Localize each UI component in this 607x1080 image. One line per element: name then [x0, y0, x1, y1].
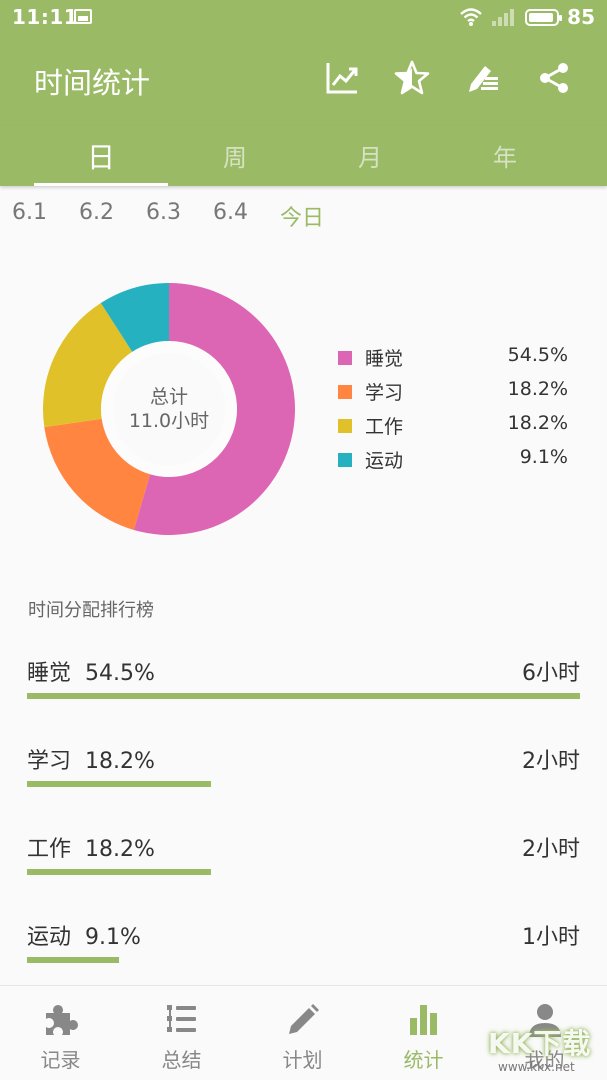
- ranking-name: 睡觉: [27, 661, 72, 686]
- legend-item: 学习 18.2%: [338, 378, 568, 412]
- legend-swatch: [338, 419, 352, 433]
- ranking-duration: 1小时: [522, 925, 580, 950]
- status-bar: 11:11 85: [0, 0, 607, 34]
- watermark-logo: KK下载: [488, 1027, 592, 1060]
- donut-inner-ring: [101, 341, 237, 477]
- nav-label: 计划: [282, 1048, 323, 1072]
- ranking-row[interactable]: 工作 18.2% 2小时: [27, 831, 580, 891]
- share-icon[interactable]: [534, 58, 574, 98]
- page-title: 时间统计: [34, 66, 151, 100]
- date-item[interactable]: 6.2: [79, 200, 114, 225]
- person-icon: [525, 1000, 565, 1040]
- legend-item: 工作 18.2%: [338, 412, 568, 446]
- period-tabs: 日 周 月 年: [0, 126, 607, 186]
- app-toolbar: 时间统计: [0, 34, 607, 126]
- total-value: 11.0小时: [128, 410, 210, 432]
- date-item[interactable]: 6.4: [213, 200, 248, 225]
- nav-label: 统计: [403, 1048, 444, 1072]
- ranking-row[interactable]: 学习 18.2% 2小时: [27, 743, 580, 803]
- legend-item: 运动 9.1%: [338, 446, 568, 480]
- tab-month[interactable]: 月: [358, 144, 382, 172]
- ranking-row[interactable]: 睡觉 54.5% 6小时: [27, 655, 580, 715]
- ranking-duration: 2小时: [522, 749, 580, 774]
- nav-summary[interactable]: 总结: [121, 986, 242, 1080]
- pencil-icon: [283, 1000, 323, 1040]
- ranking-percent: 18.2%: [85, 749, 155, 774]
- ranking-title: 时间分配排行榜: [28, 600, 154, 621]
- legend-label: 工作: [365, 416, 404, 438]
- ranking-bar: [27, 869, 211, 875]
- edit-note-icon[interactable]: [463, 58, 503, 98]
- ranking-bar: [27, 957, 119, 963]
- list-icon: [162, 1000, 202, 1040]
- date-selector: 6.1 6.2 6.3 6.4 今日: [12, 200, 356, 232]
- donut-slice-1: [44, 418, 151, 530]
- nav-label: 记录: [40, 1048, 81, 1072]
- tab-year[interactable]: 年: [493, 144, 517, 172]
- nav-label: 总结: [161, 1048, 202, 1072]
- nav-record[interactable]: 记录: [0, 986, 121, 1080]
- watermark-url: www.kkx.net: [498, 1060, 575, 1074]
- ranking-percent: 18.2%: [85, 837, 155, 862]
- battery-level: 85: [567, 5, 595, 29]
- donut-center: 总计 11.0小时: [43, 283, 295, 535]
- bottom-nav: 记录 总结 计划: [0, 985, 607, 1080]
- legend-item: 睡觉 54.5%: [338, 344, 568, 378]
- donut-chart: [43, 283, 295, 535]
- puzzle-icon: [41, 1000, 81, 1040]
- legend-value: 18.2%: [507, 378, 568, 400]
- status-right: 85: [459, 5, 595, 29]
- date-item-today[interactable]: 今日: [280, 206, 325, 231]
- ranking-percent: 54.5%: [85, 661, 155, 686]
- nav-label: 我的: [524, 1048, 565, 1072]
- ranking-bar: [27, 693, 580, 699]
- nav-mine[interactable]: 我的: [484, 986, 605, 1080]
- message-icon: [74, 9, 92, 24]
- donut-slice-3: [100, 283, 169, 352]
- legend-value: 18.2%: [507, 412, 568, 434]
- legend-swatch: [338, 351, 352, 365]
- legend-label: 睡觉: [365, 348, 404, 370]
- tab-week[interactable]: 周: [223, 144, 247, 172]
- legend-label: 学习: [365, 382, 404, 404]
- ranking-bar: [27, 781, 211, 787]
- date-item[interactable]: 6.3: [146, 200, 181, 225]
- chart-trend-icon[interactable]: [322, 58, 362, 98]
- ranking-duration: 2小时: [522, 837, 580, 862]
- tab-day[interactable]: 日: [86, 141, 115, 174]
- wifi-icon: [460, 8, 482, 26]
- legend-swatch: [338, 385, 352, 399]
- nav-plan[interactable]: 计划: [242, 986, 363, 1080]
- donut-hole: [113, 353, 225, 465]
- donut-slice-0: [133, 283, 295, 535]
- status-time: 11:11: [12, 5, 79, 29]
- ranking-row[interactable]: 运动 9.1% 1小时: [27, 919, 580, 979]
- legend-value: 54.5%: [507, 344, 568, 366]
- legend-label: 运动: [365, 450, 404, 472]
- ranking-name: 工作: [27, 837, 72, 862]
- ranking-percent: 9.1%: [85, 925, 141, 950]
- signal-icon: [492, 9, 515, 26]
- donut-slice-2: [43, 303, 133, 428]
- battery-icon: [525, 8, 563, 26]
- legend-value: 9.1%: [519, 446, 568, 468]
- date-item[interactable]: 6.1: [12, 200, 47, 225]
- legend-swatch: [338, 453, 352, 467]
- ranking-name: 运动: [27, 925, 72, 950]
- bar-chart-icon: [404, 1000, 444, 1040]
- chart-legend: 睡觉 54.5% 学习 18.2% 工作 18.2% 运动 9.1%: [338, 344, 568, 480]
- ranking-duration: 6小时: [522, 661, 580, 686]
- total-label: 总计: [149, 386, 188, 408]
- nav-statistics[interactable]: 统计: [363, 986, 484, 1080]
- tab-indicator: [34, 183, 168, 186]
- ranking-name: 学习: [27, 749, 72, 774]
- star-icon[interactable]: [392, 58, 432, 98]
